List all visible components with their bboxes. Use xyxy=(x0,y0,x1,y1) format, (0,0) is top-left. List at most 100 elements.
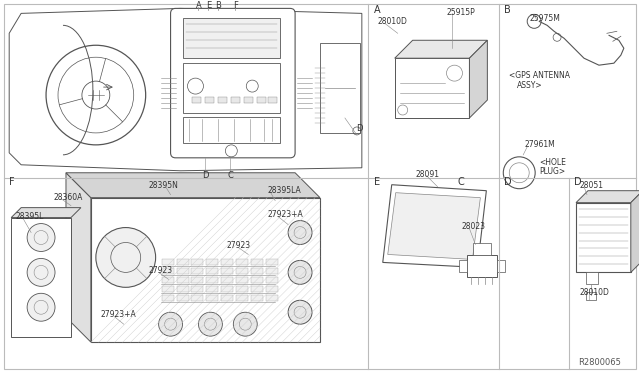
Circle shape xyxy=(159,312,182,336)
Bar xyxy=(236,286,248,292)
Bar xyxy=(177,278,189,283)
Polygon shape xyxy=(388,193,481,259)
Text: R2800065: R2800065 xyxy=(578,357,621,366)
Bar xyxy=(182,63,280,113)
Circle shape xyxy=(27,224,55,251)
Bar xyxy=(191,286,204,292)
Bar xyxy=(182,117,280,143)
Bar xyxy=(221,295,234,301)
Bar xyxy=(236,259,248,265)
Bar xyxy=(252,278,263,283)
Text: 27923+A: 27923+A xyxy=(101,310,136,319)
Polygon shape xyxy=(11,208,81,218)
Bar xyxy=(236,268,248,275)
Circle shape xyxy=(27,259,55,286)
Text: 27923: 27923 xyxy=(148,266,173,275)
Polygon shape xyxy=(469,40,487,118)
Text: C: C xyxy=(458,177,464,187)
Text: F: F xyxy=(9,177,15,187)
Polygon shape xyxy=(383,185,486,267)
Bar xyxy=(497,260,506,272)
Bar xyxy=(252,268,263,275)
Text: 28395L: 28395L xyxy=(15,212,44,221)
Text: 28051: 28051 xyxy=(579,181,603,190)
Bar xyxy=(586,292,596,300)
Text: <GPS ANTENNA: <GPS ANTENNA xyxy=(509,71,570,80)
Text: A: A xyxy=(196,1,202,10)
Text: 28091: 28091 xyxy=(415,170,440,179)
Text: D: D xyxy=(202,171,209,180)
Text: E: E xyxy=(206,1,211,10)
Circle shape xyxy=(288,300,312,324)
Bar xyxy=(266,268,278,275)
Text: 25975M: 25975M xyxy=(529,14,560,23)
Bar xyxy=(207,268,218,275)
Bar xyxy=(586,272,598,284)
Polygon shape xyxy=(66,173,320,198)
Text: D: D xyxy=(504,177,512,187)
Text: 27961M: 27961M xyxy=(524,140,555,150)
Circle shape xyxy=(288,260,312,284)
Text: 28023: 28023 xyxy=(461,222,486,231)
Polygon shape xyxy=(66,173,91,342)
Text: D: D xyxy=(574,177,582,187)
Bar xyxy=(205,97,214,103)
Text: F: F xyxy=(233,1,238,10)
Bar xyxy=(252,295,263,301)
Bar xyxy=(268,97,277,103)
Circle shape xyxy=(234,312,257,336)
Text: B: B xyxy=(216,1,221,10)
Bar xyxy=(252,286,263,292)
Bar xyxy=(207,278,218,283)
Text: A: A xyxy=(374,5,380,15)
Bar xyxy=(236,295,248,301)
Bar xyxy=(576,203,631,272)
Bar xyxy=(244,97,253,103)
Bar xyxy=(162,295,173,301)
Polygon shape xyxy=(576,191,640,203)
Text: 28010D: 28010D xyxy=(378,17,408,26)
Text: 28395LA: 28395LA xyxy=(268,186,301,195)
Bar xyxy=(177,295,189,301)
Bar xyxy=(252,259,263,265)
Bar xyxy=(221,278,234,283)
Bar xyxy=(191,268,204,275)
Polygon shape xyxy=(395,40,487,58)
Bar xyxy=(191,259,204,265)
Text: 25915P: 25915P xyxy=(447,8,476,17)
Bar xyxy=(266,295,278,301)
Bar xyxy=(207,286,218,292)
Text: 27923: 27923 xyxy=(227,241,250,250)
Bar xyxy=(474,244,492,256)
Circle shape xyxy=(198,312,222,336)
Circle shape xyxy=(503,157,535,189)
Bar xyxy=(460,260,467,272)
Text: 28395N: 28395N xyxy=(148,181,179,190)
Circle shape xyxy=(288,221,312,244)
Bar xyxy=(162,259,173,265)
Text: C: C xyxy=(227,171,234,180)
Bar xyxy=(266,278,278,283)
Bar xyxy=(221,268,234,275)
Text: <HOLE: <HOLE xyxy=(539,158,566,167)
Bar xyxy=(236,278,248,283)
Bar xyxy=(177,286,189,292)
Bar xyxy=(320,43,360,133)
Bar xyxy=(266,286,278,292)
Bar xyxy=(162,286,173,292)
Bar xyxy=(177,259,189,265)
Text: 27923+A: 27923+A xyxy=(268,210,303,219)
Bar xyxy=(221,259,234,265)
Bar xyxy=(207,295,218,301)
Bar xyxy=(395,58,469,118)
Text: PLUG>: PLUG> xyxy=(539,167,565,176)
Circle shape xyxy=(96,228,156,287)
Bar xyxy=(193,97,202,103)
Text: 28360A: 28360A xyxy=(53,193,83,202)
Bar xyxy=(221,286,234,292)
Bar xyxy=(467,256,497,278)
Polygon shape xyxy=(9,9,362,171)
Bar xyxy=(91,198,320,342)
Bar xyxy=(162,268,173,275)
Bar xyxy=(162,278,173,283)
